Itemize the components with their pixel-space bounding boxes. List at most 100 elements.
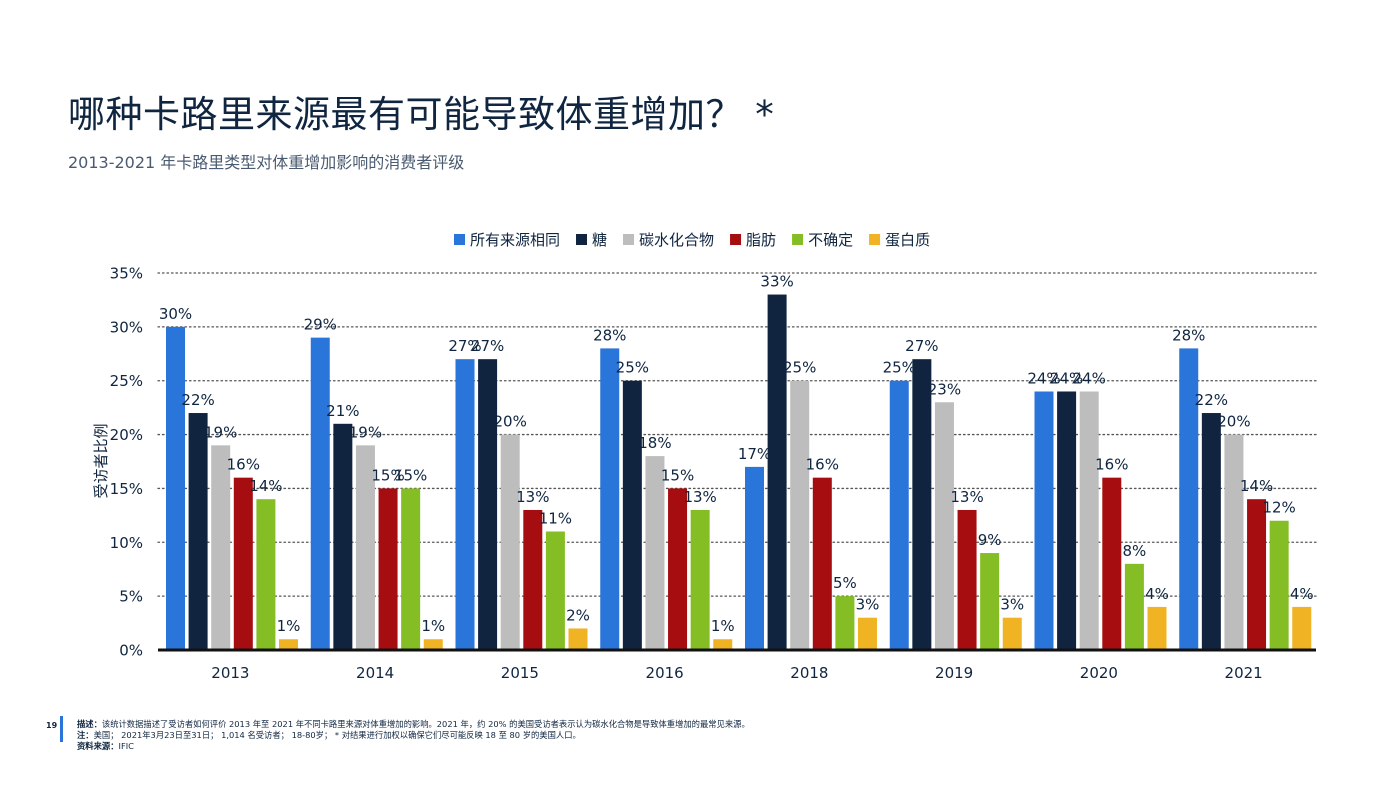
bar (211, 445, 231, 650)
data-label: 28% (1172, 326, 1205, 344)
bar (310, 337, 330, 650)
bar (690, 509, 710, 650)
data-label: 30% (159, 305, 192, 323)
y-tick-label: 15% (110, 480, 143, 498)
data-label: 27% (448, 337, 481, 355)
footnote-note: 注：美国； 2021年3月23日至31日； 1,014 名受访者； 18-80岁… (77, 730, 750, 741)
y-tick-label: 25% (110, 372, 143, 390)
data-label: 24% (1027, 369, 1060, 387)
data-label: 12% (1262, 499, 1295, 517)
bar (645, 456, 665, 650)
data-label: 3% (856, 596, 880, 614)
y-tick-label: 10% (110, 534, 143, 552)
data-label: 21% (326, 402, 359, 420)
footnote-note-label: 注： (77, 730, 94, 740)
bar (668, 488, 688, 650)
legend-swatch (454, 234, 465, 245)
data-label: 4% (1290, 585, 1314, 603)
bar (957, 509, 977, 650)
data-label: 13% (683, 488, 716, 506)
bar (812, 477, 832, 650)
legend-label: 蛋白质 (885, 231, 930, 249)
data-label: 28% (593, 326, 626, 344)
x-tick-label: 2019 (935, 664, 973, 682)
bar (1224, 434, 1244, 650)
page-title: 哪种卡路里来源最有可能导致体重增加？ * (68, 93, 775, 136)
legend-swatch (623, 234, 635, 245)
data-label: 17% (738, 445, 771, 463)
data-label: 13% (950, 488, 983, 506)
x-tick-label: 2015 (501, 664, 539, 682)
footer-accent-bar (60, 716, 63, 742)
data-label: 16% (1095, 456, 1128, 474)
x-tick-label: 2016 (646, 664, 684, 682)
data-label: 15% (371, 466, 404, 484)
legend-label: 脂肪 (746, 231, 776, 249)
bar (455, 359, 475, 650)
data-label: 16% (227, 456, 260, 474)
data-label: 33% (760, 273, 793, 291)
bar (1079, 391, 1099, 650)
bar (568, 628, 588, 650)
data-label: 1% (421, 617, 445, 635)
legend-label: 碳水化合物 (639, 231, 714, 249)
x-tick-label: 2013 (211, 664, 249, 682)
legend-label: 糖 (592, 231, 607, 249)
data-label: 24% (1050, 369, 1083, 387)
bar (835, 596, 855, 650)
bar (166, 326, 185, 650)
bar-chart: 0% 5% 10% 15% 20% 25% 30% 35% 受访者比例 30% 22% 19% 16% 1… (92, 231, 1317, 682)
data-label: 14% (249, 477, 282, 495)
bar (713, 639, 733, 650)
bar (423, 639, 443, 650)
bar (1102, 477, 1122, 650)
data-label: 23% (928, 380, 961, 398)
legend-swatch (792, 234, 804, 245)
y-tick-label: 5% (119, 588, 143, 606)
bar (622, 380, 642, 650)
x-tick-label: 2018 (790, 664, 828, 682)
data-label: 22% (1195, 391, 1228, 409)
bar (279, 639, 298, 650)
x-tick-label: 2021 (1225, 664, 1263, 682)
data-label: 27% (471, 337, 504, 355)
legend-swatch (869, 234, 881, 245)
footnote-description: 描述：该统计数据描述了受访者如何评价 2013 年至 2021 年不同卡路里来源… (77, 719, 750, 730)
bar (912, 359, 932, 650)
bar (478, 359, 498, 650)
legend-label: 所有来源相同 (470, 231, 560, 249)
bar (1247, 499, 1267, 650)
footnote-description-text: 该统计数据描述了受访者如何评价 2013 年至 2021 年不同卡路里来源对体重… (101, 719, 750, 729)
footnote-source: 资料来源：IFIC (77, 741, 750, 752)
data-label: 14% (1240, 477, 1273, 495)
y-tick-label: 35% (110, 265, 143, 283)
bar (545, 531, 565, 650)
data-label: 1% (711, 617, 735, 635)
bar (1124, 563, 1144, 650)
bar (767, 294, 787, 650)
bar (1002, 617, 1022, 650)
bar (1179, 348, 1199, 650)
y-axis-label: 受访者比例 (92, 423, 110, 498)
y-tick-label: 30% (110, 318, 143, 336)
bar (500, 434, 520, 650)
bar (523, 509, 543, 650)
legend-label: 不确定 (808, 231, 853, 249)
footnote-note-text: 美国； 2021年3月23日至31日； 1,014 名受访者； 18-80岁； … (93, 730, 581, 740)
bar (934, 402, 954, 650)
bar (1034, 391, 1054, 650)
bar (980, 553, 1000, 650)
bar (1147, 606, 1167, 650)
y-tick-label: 20% (110, 426, 143, 444)
bar (1201, 413, 1221, 650)
bar (378, 488, 398, 650)
bar (745, 466, 764, 650)
data-label: 11% (539, 510, 572, 528)
x-tick-label: 2014 (356, 664, 394, 682)
data-label: 2% (566, 606, 590, 624)
data-label: 18% (638, 434, 671, 452)
data-label: 24% (1073, 369, 1106, 387)
data-label: 19% (204, 423, 237, 441)
bar (600, 348, 620, 650)
data-label: 3% (1000, 596, 1024, 614)
